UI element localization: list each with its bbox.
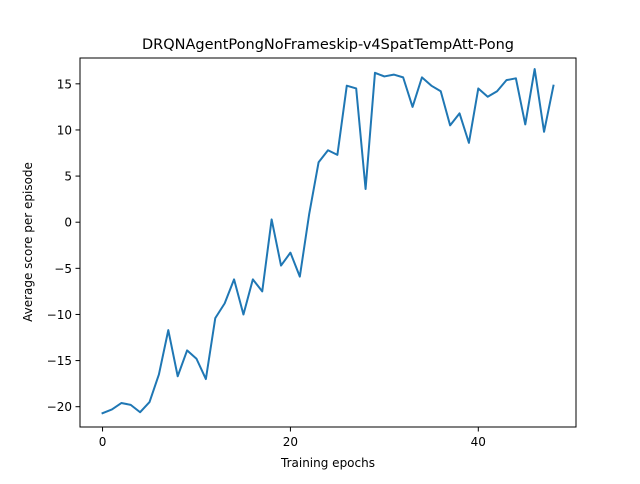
axes-frame [79, 57, 577, 428]
chart-title: DRQNAgentPongNoFrameskip-v4SpatTempAtt-P… [142, 37, 514, 53]
y-tick-label: −20 [47, 400, 72, 414]
x-tick-label: 0 [99, 435, 107, 449]
y-axis-label: Average score per episode [21, 162, 35, 322]
plot-area: 0 20 40 −20 −15 −10 −5 0 5 10 15 [47, 57, 577, 449]
y-tick-label: 5 [64, 170, 72, 184]
y-tick-label: 15 [57, 77, 72, 91]
x-axis-label: Training epochs [280, 456, 375, 470]
x-tick-label: 40 [471, 435, 486, 449]
y-tick-label: 10 [57, 123, 72, 137]
series-line [101, 68, 555, 415]
y-tick-label: 0 [64, 216, 72, 230]
y-tick-label: −15 [47, 354, 72, 368]
y-tick-label: −10 [47, 308, 72, 322]
x-tick-label: 20 [283, 435, 298, 449]
y-tick-label: −5 [54, 262, 72, 276]
